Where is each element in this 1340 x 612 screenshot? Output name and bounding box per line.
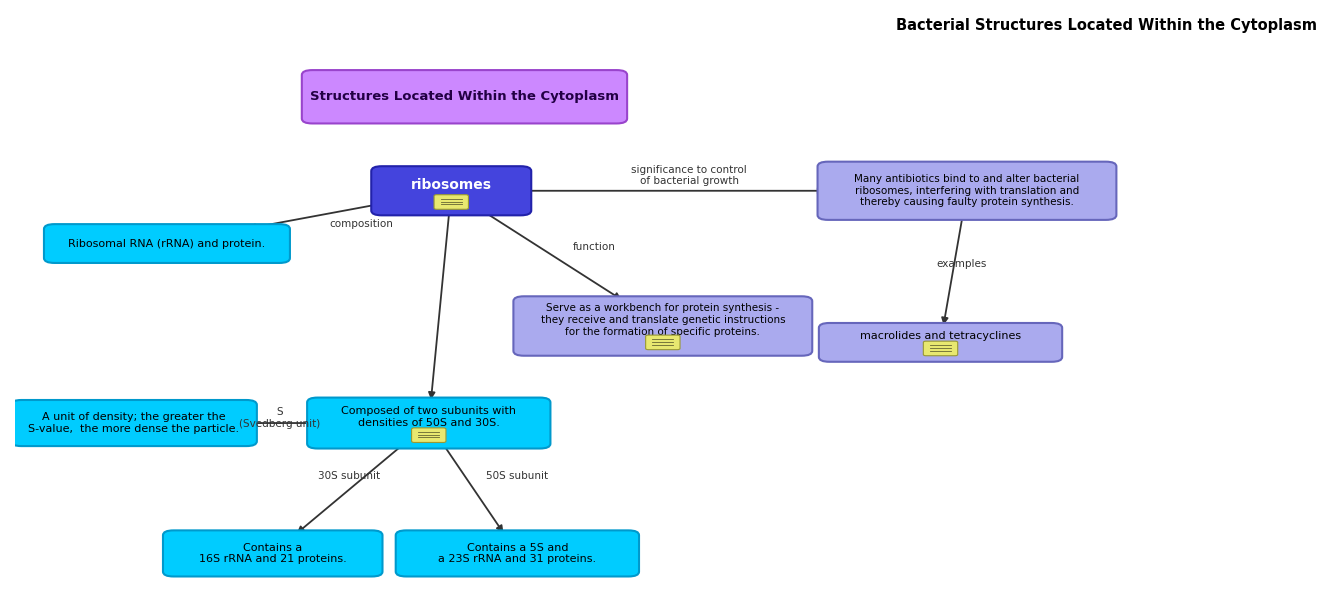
FancyBboxPatch shape (819, 323, 1063, 362)
Text: composition: composition (330, 219, 393, 229)
Text: Bacterial Structures Located Within the Cytoplasm: Bacterial Structures Located Within the … (896, 18, 1317, 33)
FancyBboxPatch shape (513, 296, 812, 356)
Text: Ribosomal RNA (rRNA) and protein.: Ribosomal RNA (rRNA) and protein. (68, 239, 265, 248)
FancyBboxPatch shape (434, 195, 469, 209)
FancyBboxPatch shape (395, 531, 639, 577)
FancyBboxPatch shape (302, 70, 627, 124)
FancyBboxPatch shape (163, 531, 382, 577)
FancyBboxPatch shape (307, 398, 551, 449)
Text: Structures Located Within the Cytoplasm: Structures Located Within the Cytoplasm (310, 91, 619, 103)
Text: ribosomes: ribosomes (411, 177, 492, 192)
FancyBboxPatch shape (411, 428, 446, 442)
Text: Composed of two subunits with
densities of 50S and 30S.: Composed of two subunits with densities … (342, 406, 516, 428)
Text: Contains a 5S and
a 23S rRNA and 31 proteins.: Contains a 5S and a 23S rRNA and 31 prot… (438, 543, 596, 564)
Text: S
(Svedberg unit): S (Svedberg unit) (239, 408, 320, 429)
Text: Many antibiotics bind to and alter bacterial
ribosomes, interfering with transla: Many antibiotics bind to and alter bacte… (855, 174, 1080, 207)
Text: Serve as a workbench for protein synthesis -
they receive and translate genetic : Serve as a workbench for protein synthes… (540, 304, 785, 337)
FancyBboxPatch shape (44, 224, 289, 263)
FancyBboxPatch shape (646, 335, 679, 349)
FancyBboxPatch shape (923, 341, 958, 356)
Text: macrolides and tetracyclines: macrolides and tetracyclines (860, 331, 1021, 341)
Text: 30S subunit: 30S subunit (319, 471, 381, 481)
Text: examples: examples (937, 258, 986, 269)
Text: Contains a
16S rRNA and 21 proteins.: Contains a 16S rRNA and 21 proteins. (198, 543, 347, 564)
FancyBboxPatch shape (11, 400, 257, 446)
Text: function: function (572, 242, 615, 252)
Text: 50S subunit: 50S subunit (486, 471, 548, 481)
Text: significance to control
of bacterial growth: significance to control of bacterial gro… (631, 165, 748, 187)
FancyBboxPatch shape (371, 166, 531, 215)
FancyBboxPatch shape (817, 162, 1116, 220)
Text: A unit of density; the greater the
S-value,  the more dense the particle.: A unit of density; the greater the S-val… (28, 412, 240, 434)
